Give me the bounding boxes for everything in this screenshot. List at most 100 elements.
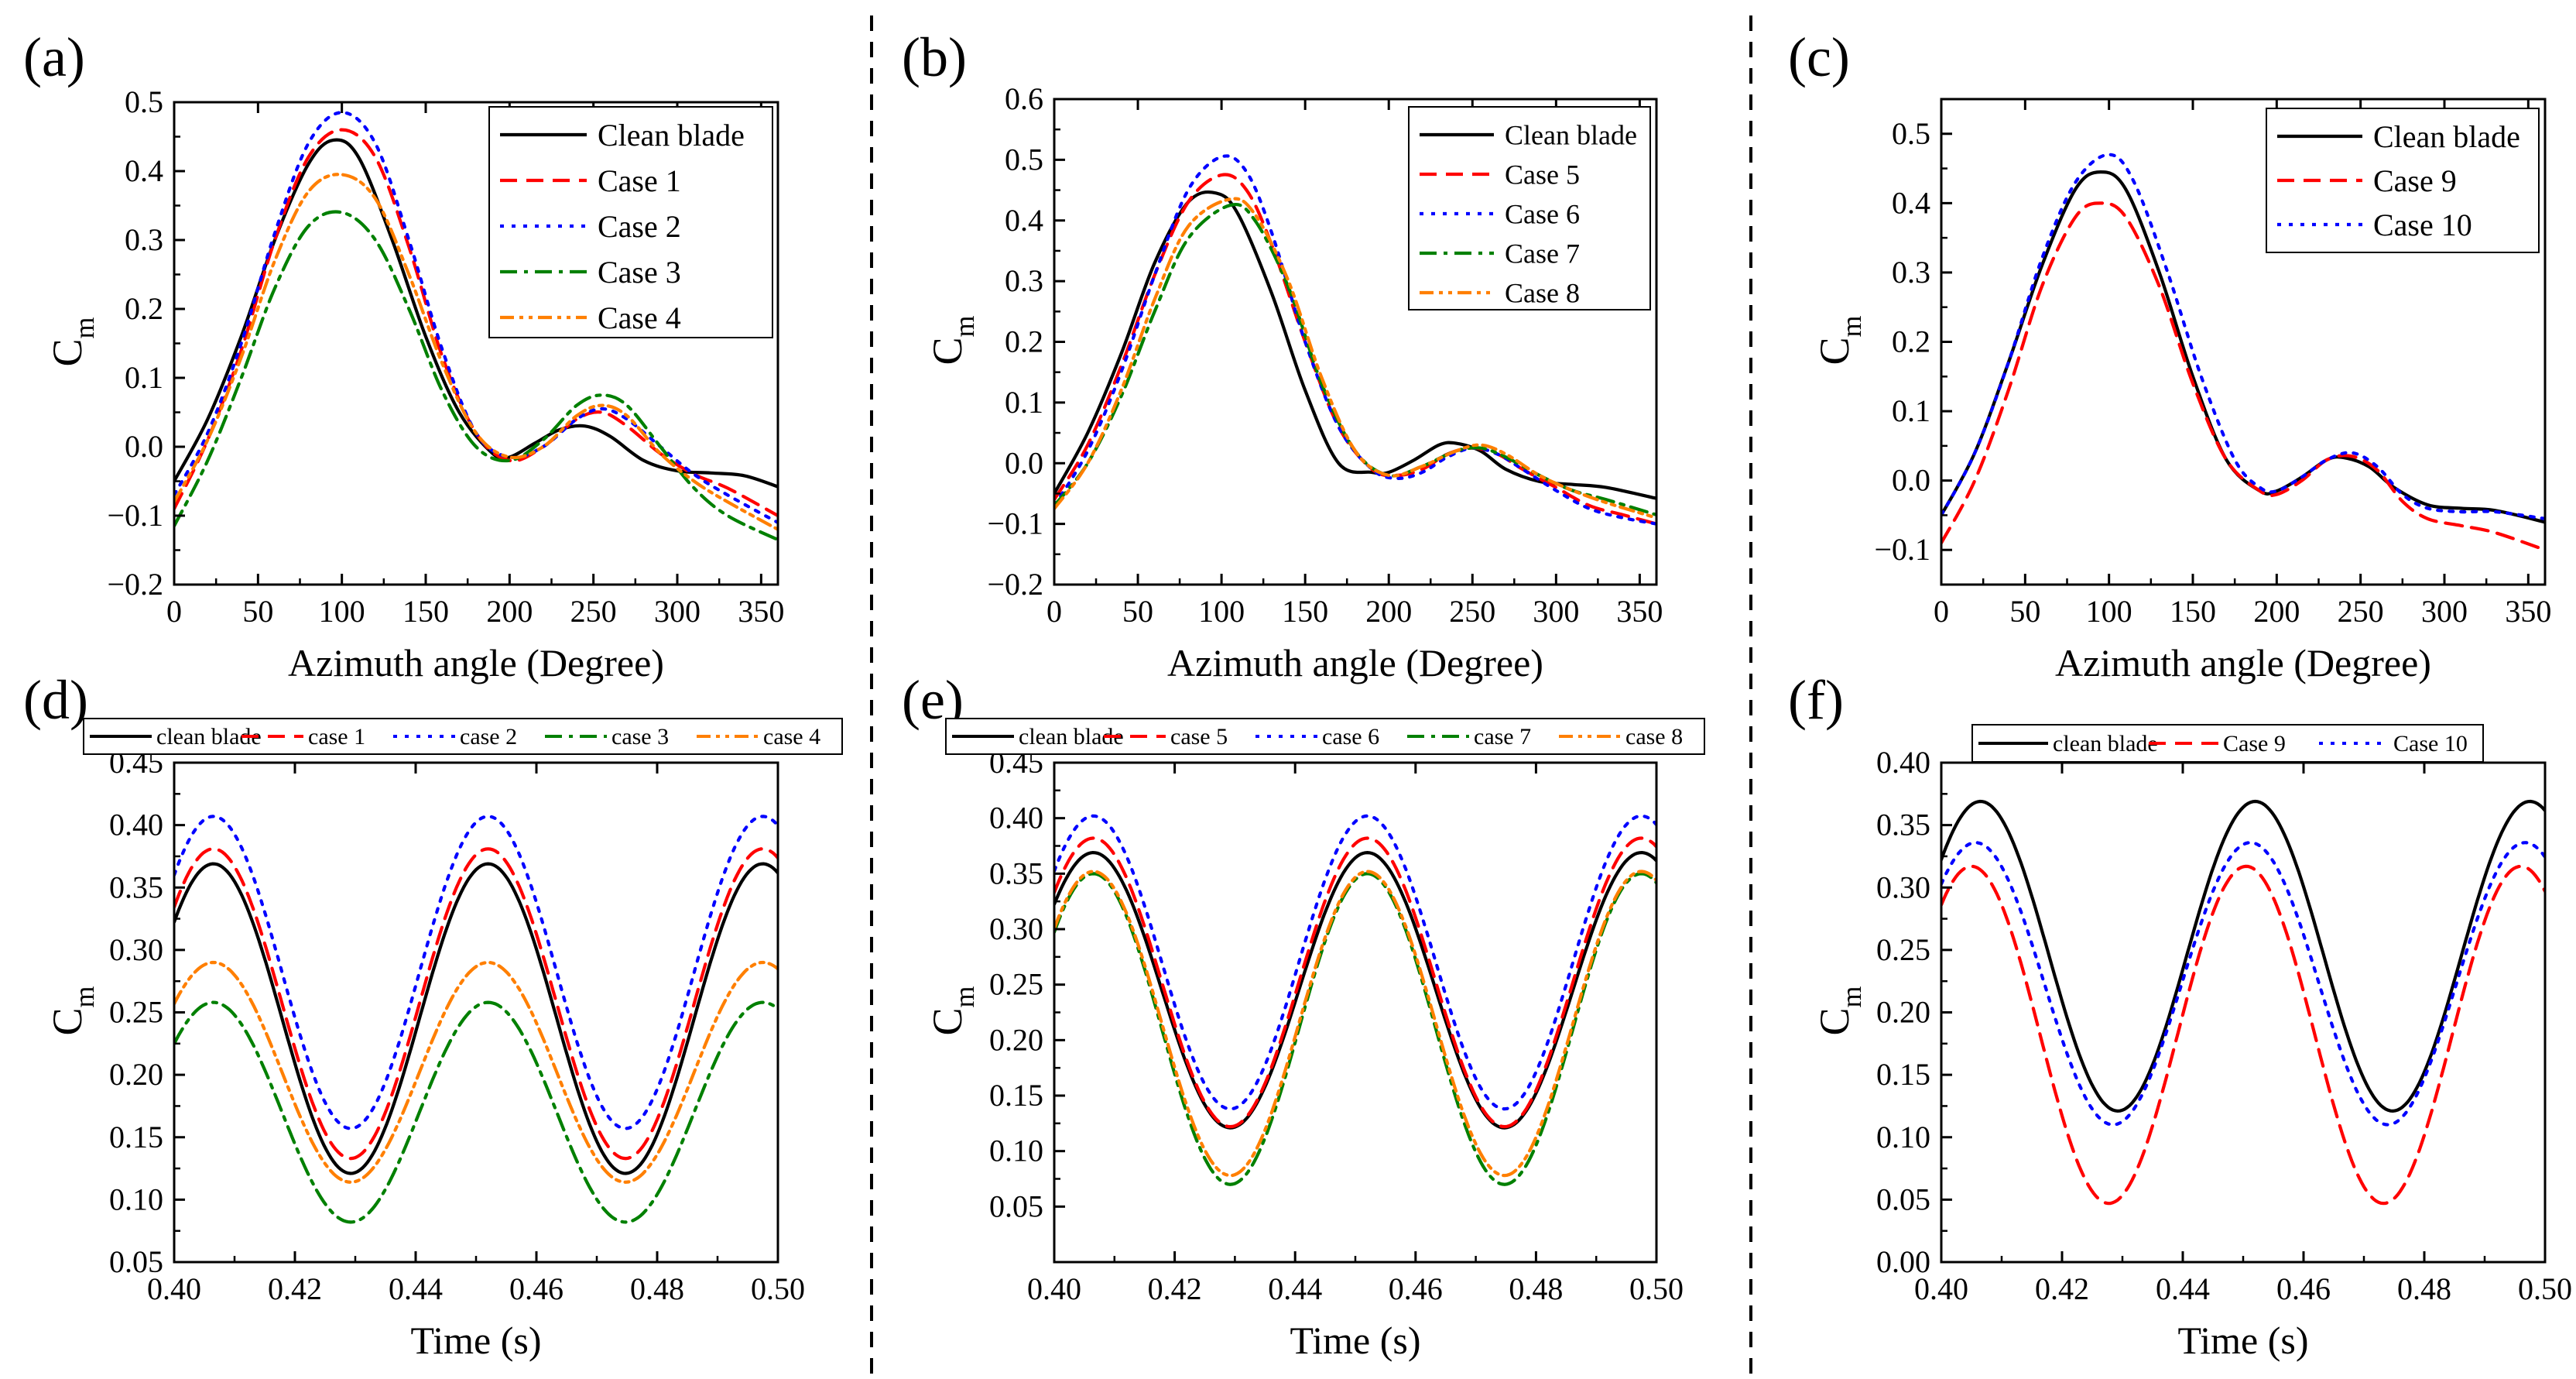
y-tick-label: 0.2	[1005, 324, 1043, 359]
legend: Clean blade Case 5 Case 6 Case 7 Case 8	[1408, 106, 1651, 310]
x-tick-label: 0.42	[1148, 1271, 1202, 1306]
series-line-case-9	[1941, 201, 2545, 552]
series-line-case-3	[174, 1000, 778, 1224]
legend-label: case 7	[1474, 724, 1531, 750]
y-tick-label: 0.40	[989, 801, 1043, 835]
legend: Clean blade Case 9 Case 10	[2266, 108, 2540, 253]
legend-label: case 3	[611, 724, 669, 750]
plot-frame	[1940, 761, 2547, 1264]
chart-panel: (e)0.40 0.42 0.44 0.46 0.48 0.500.050.100.150…	[902, 669, 1705, 1362]
x-tick-label: 300	[2421, 594, 2468, 629]
y-tick-label: 0.3	[1892, 255, 1930, 290]
plot-area	[1941, 799, 2545, 1206]
plot-area	[1941, 153, 2545, 552]
y-tick-label: 0.1	[125, 360, 163, 395]
y-tick-label: 0.6	[1005, 81, 1043, 116]
y-tick-label: 0.15	[1876, 1057, 1930, 1092]
legend: Clean blade Case 1 Case 2 Case 3 Case 4	[488, 106, 773, 338]
y-axis-label: Cm	[44, 986, 100, 1035]
panel-label: (b)	[902, 26, 967, 88]
legend-label: Case 3	[598, 255, 681, 290]
chart-panel: (b) 0 50 100 150 200 250 300 350 −0.2 −0.1 0.0 0.1 0.…	[902, 26, 1663, 684]
plot-area	[1054, 814, 1656, 1186]
x-tick-label: 150	[2170, 594, 2216, 629]
y-axis-label-main: C	[924, 1007, 971, 1035]
plot-frame	[173, 761, 779, 1264]
x-tick-label: 0.48	[2397, 1271, 2451, 1306]
x-tick-label: 300	[654, 594, 701, 629]
chart-panel: (c) 0 50 100 150 200 250 300 350 −0.1 0.0 0.1 0.2 0.3…	[1788, 26, 2551, 684]
y-tick-label: 0.4	[125, 153, 163, 188]
y-tick-label: 0.00	[1876, 1244, 1930, 1279]
series-line-case-8	[1054, 870, 1656, 1178]
y-tick-label: 0.20	[1876, 995, 1930, 1030]
x-tick-label: 250	[1449, 594, 1495, 629]
x-tick-label: 0	[1934, 594, 1949, 629]
x-tick-label: 300	[1533, 594, 1579, 629]
y-tick-label: 0.10	[109, 1182, 163, 1216]
panel-label: (a)	[23, 26, 85, 88]
x-axis-label: Time (s)	[410, 1319, 541, 1362]
x-tick-label: 200	[486, 594, 533, 629]
y-tick-label: 0.3	[125, 222, 163, 257]
legend-label: Case 2	[598, 209, 681, 244]
legend-label: Case 1	[598, 163, 681, 198]
y-tick-label: 0.35	[989, 856, 1043, 890]
y-tick-label: −0.2	[987, 567, 1043, 602]
y-tick-label: 0.40	[109, 808, 163, 842]
y-axis-label-subscript: m	[69, 986, 100, 1007]
series-line-case-3	[174, 210, 778, 542]
legend-label: Case 10	[2373, 208, 2472, 242]
y-tick-label: 0.05	[109, 1244, 163, 1279]
y-tick-label: 0.1	[1892, 393, 1930, 428]
y-tick-label: 0.35	[1876, 808, 1930, 842]
legend-label: Case 8	[1505, 278, 1580, 309]
x-axis-label: Azimuth angle (Degree)	[2055, 641, 2431, 684]
x-tick-label: 0.40	[147, 1271, 201, 1306]
y-axis-label-main: C	[44, 338, 91, 366]
x-tick-label: 0.42	[268, 1271, 322, 1306]
y-axis-label-subscript: m	[1836, 315, 1867, 337]
y-tick-label: 0.25	[109, 995, 163, 1030]
y-tick-label: −0.1	[1874, 532, 1930, 567]
legend-label: case 5	[1170, 724, 1228, 750]
legend-label: Clean blade	[2373, 119, 2520, 154]
legend-label: case 6	[1322, 724, 1379, 750]
legend-label: Clean blade	[1505, 120, 1637, 151]
series-line-case-2	[174, 815, 778, 1130]
y-axis-label: Cm	[1811, 315, 1867, 365]
y-tick-label: 0.30	[1876, 870, 1930, 904]
y-tick-label: −0.1	[107, 498, 163, 533]
x-tick-label: 200	[1365, 594, 1412, 629]
y-axis-label: Cm	[44, 317, 100, 366]
y-axis-label: Cm	[924, 315, 980, 365]
y-tick-label: −0.1	[987, 506, 1043, 541]
x-tick-label: 50	[1122, 594, 1153, 629]
series-line-case-10	[1941, 153, 2545, 520]
x-tick-label: 0.44	[389, 1271, 443, 1306]
legend-label: Case 9	[2223, 731, 2286, 756]
x-tick-label: 350	[2505, 594, 2551, 629]
y-tick-label: 0.5	[125, 84, 163, 119]
x-tick-label: 0.50	[2518, 1271, 2572, 1306]
y-tick-label: 0.5	[1892, 116, 1930, 151]
x-tick-label: 0.50	[751, 1271, 805, 1306]
x-tick-label: 250	[2338, 594, 2384, 629]
series-line-case-6	[1054, 154, 1656, 526]
panel-label: (f)	[1788, 669, 1844, 731]
y-tick-label: 0.5	[1005, 142, 1043, 177]
series-line-case-4	[174, 173, 778, 531]
y-tick-label: 0.20	[109, 1057, 163, 1092]
x-tick-label: 0.46	[509, 1271, 564, 1306]
legend-label: case 4	[763, 724, 820, 750]
x-tick-label: 100	[319, 594, 365, 629]
y-axis-label-main: C	[1811, 1007, 1858, 1035]
x-tick-label: 0.40	[1027, 1271, 1081, 1306]
x-axis-label: Time (s)	[2177, 1319, 2308, 1362]
chart-panel: (a) 0 50 100 150 200 250 300 350 −0.2 −0.1 0.0 0.1 0.…	[23, 26, 784, 684]
legend: clean blade case 5 case 6 case 7 case 8	[945, 718, 1705, 755]
legend: clean blade case 1 case 2 case 3 case 4	[83, 718, 843, 755]
x-tick-label: 0	[166, 594, 182, 629]
series-line-clean-blade	[1054, 850, 1656, 1130]
